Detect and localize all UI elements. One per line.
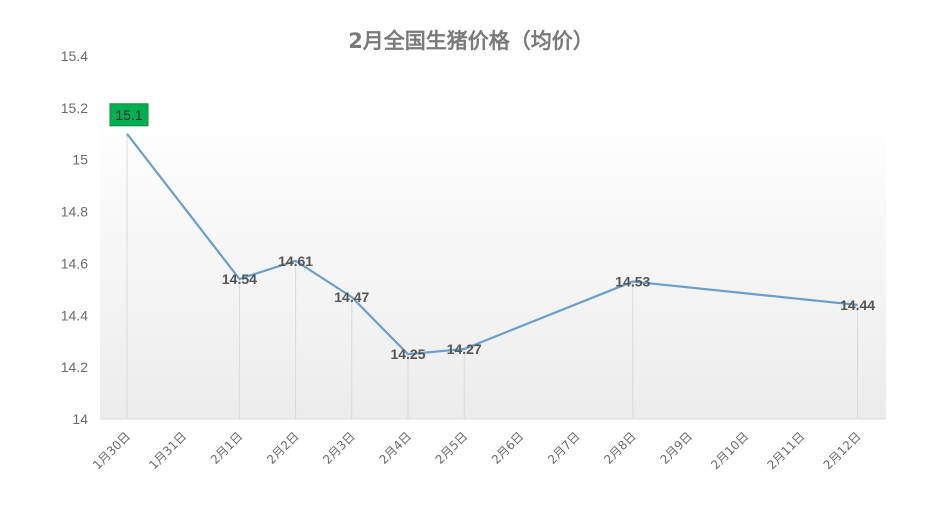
x-tick-label: 2月5日	[433, 429, 471, 467]
data-label: 14.53	[615, 274, 650, 290]
x-axis-tick-labels: 1月30日 1月31日 2月1日 2月2日 2月3日 2月4日 2月5日 2月6日 2月7日 2月…	[90, 429, 864, 472]
chart-title: 2月全国生猪价格（均价）	[348, 29, 594, 53]
data-label: 14.27	[447, 341, 482, 357]
data-label: 14.61	[278, 253, 313, 269]
y-tick-label: 14.6	[61, 255, 88, 271]
data-label-highlight-box	[109, 103, 149, 127]
data-label: 15.1	[115, 107, 142, 123]
x-tick-label: 2月11日	[764, 429, 807, 472]
x-tick-label: 2月9日	[657, 429, 695, 467]
plot-area-background	[100, 110, 886, 419]
x-tick-label: 2月12日	[821, 429, 864, 472]
x-tick-label: 2月6日	[489, 429, 527, 467]
data-label: 14.54	[222, 271, 257, 287]
drop-lines	[126, 133, 859, 419]
x-tick-label: 2月7日	[545, 429, 583, 467]
y-axis-tick-labels: 14 14.2 14.4 14.6 14.8 15 15.2 15.4	[61, 48, 88, 427]
y-tick-label: 14.2	[61, 359, 88, 375]
x-tick-label: 1月30日	[90, 429, 133, 472]
x-tick-label: 2月8日	[601, 429, 639, 467]
data-label: 14.25	[390, 346, 425, 362]
series-line	[126, 133, 858, 356]
y-tick-label: 14.4	[61, 307, 88, 323]
x-tick-label: 2月10日	[708, 429, 751, 472]
x-tick-label: 2月1日	[208, 429, 246, 467]
y-tick-label: 15	[72, 152, 88, 168]
y-tick-label: 15.2	[61, 100, 88, 116]
x-tick-label: 2月2日	[264, 429, 302, 467]
y-tick-label: 14.8	[61, 204, 88, 220]
data-label: 14.47	[334, 289, 369, 305]
y-tick-label: 14	[72, 411, 88, 427]
x-tick-label: 2月3日	[320, 429, 358, 467]
data-label: 14.44	[840, 297, 875, 313]
x-tick-label: 2月4日	[376, 429, 414, 467]
y-tick-label: 15.4	[61, 48, 88, 64]
x-tick-label: 1月31日	[146, 429, 189, 472]
data-labels: 15.1 14.54 14.61 14.47 14.25 14.27 14.53 14.44	[109, 103, 875, 362]
